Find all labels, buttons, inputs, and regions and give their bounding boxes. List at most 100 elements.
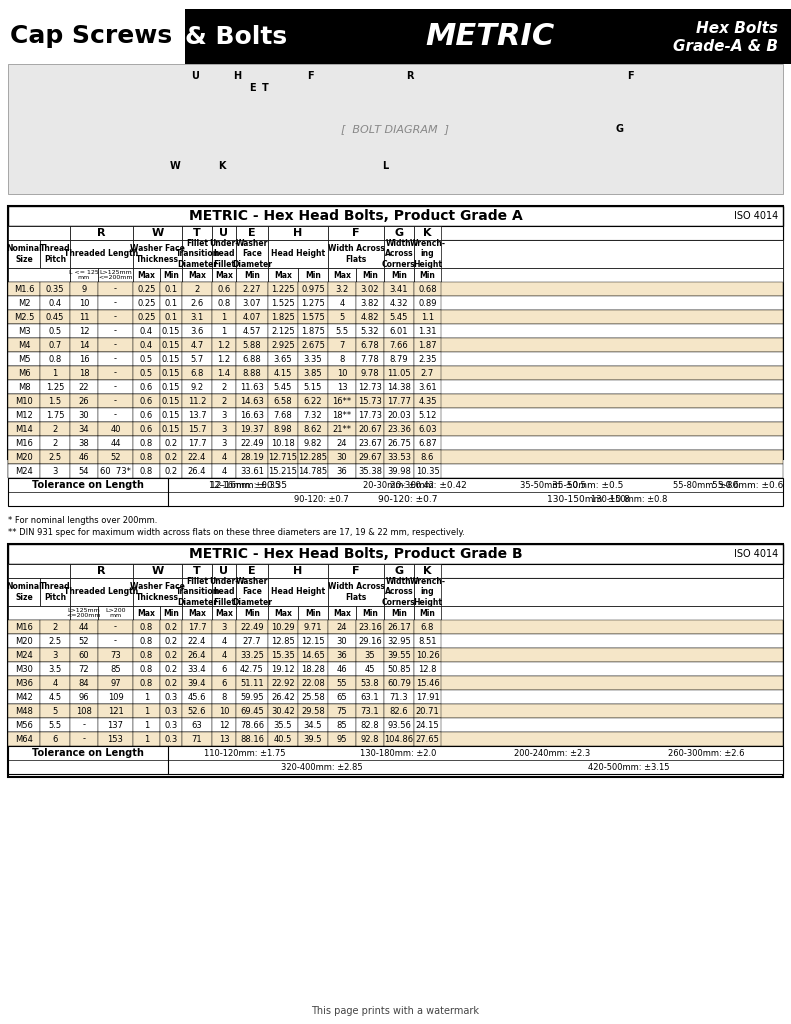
Text: -: -: [82, 721, 85, 729]
Text: 0.1: 0.1: [165, 285, 177, 294]
Bar: [133, 436, 160, 450]
Bar: [384, 380, 414, 394]
Text: 2.5: 2.5: [48, 453, 62, 462]
Text: T: T: [262, 83, 268, 93]
Bar: [268, 464, 298, 478]
Text: 5.5: 5.5: [48, 721, 62, 729]
Text: 17.7: 17.7: [187, 438, 206, 447]
Text: M6: M6: [17, 369, 30, 378]
Bar: [160, 282, 182, 296]
Text: M64: M64: [15, 734, 33, 743]
Text: 2.35: 2.35: [418, 354, 437, 364]
Bar: [133, 705, 160, 718]
Text: Max: Max: [188, 270, 206, 280]
Bar: [182, 662, 212, 676]
Bar: [384, 732, 414, 746]
Text: 3: 3: [52, 467, 58, 475]
Bar: [268, 450, 298, 464]
Text: Nominal
Size: Nominal Size: [6, 245, 42, 264]
Bar: [182, 450, 212, 464]
Bar: [182, 690, 212, 705]
Text: 4: 4: [52, 679, 58, 687]
Bar: [298, 352, 328, 366]
Bar: [414, 366, 441, 380]
Bar: [182, 564, 212, 578]
Bar: [40, 240, 70, 268]
Bar: [8, 310, 783, 324]
Bar: [328, 705, 356, 718]
Bar: [328, 380, 356, 394]
Text: 260-300mm: ±2.6: 260-300mm: ±2.6: [668, 749, 744, 758]
Text: -: -: [114, 623, 117, 632]
Bar: [98, 464, 133, 478]
Bar: [70, 464, 98, 478]
Text: 3.82: 3.82: [361, 299, 380, 307]
Text: 33.4: 33.4: [187, 665, 206, 674]
Text: 11.05: 11.05: [387, 369, 411, 378]
Text: 0.45: 0.45: [46, 312, 64, 322]
Text: 23.16: 23.16: [358, 623, 382, 632]
Bar: [298, 620, 328, 634]
Bar: [268, 705, 298, 718]
Bar: [356, 338, 384, 352]
Text: 5.88: 5.88: [243, 341, 261, 349]
Bar: [414, 380, 441, 394]
Bar: [40, 732, 70, 746]
Bar: [70, 705, 98, 718]
Bar: [384, 690, 414, 705]
Text: R: R: [407, 71, 414, 81]
Bar: [133, 366, 160, 380]
Text: 14.785: 14.785: [298, 467, 327, 475]
Bar: [98, 634, 133, 648]
Bar: [8, 394, 40, 408]
Bar: [414, 436, 441, 450]
Bar: [328, 352, 356, 366]
Text: Min: Min: [163, 270, 179, 280]
Text: 65: 65: [337, 692, 347, 701]
Bar: [236, 450, 268, 464]
Bar: [384, 648, 414, 662]
Bar: [236, 676, 268, 690]
Bar: [298, 606, 328, 620]
Text: 82.8: 82.8: [361, 721, 380, 729]
Bar: [8, 324, 40, 338]
Text: 5.7: 5.7: [191, 354, 203, 364]
Text: 60.79: 60.79: [387, 679, 411, 687]
Text: 1: 1: [144, 692, 149, 701]
Bar: [8, 606, 783, 620]
Text: 95: 95: [337, 734, 347, 743]
Bar: [212, 310, 236, 324]
Bar: [8, 436, 40, 450]
Bar: [160, 634, 182, 648]
Bar: [133, 578, 182, 606]
Text: 35-50mm: ±0.5: 35-50mm: ±0.5: [552, 480, 623, 489]
Bar: [98, 296, 133, 310]
Text: 18.28: 18.28: [301, 665, 325, 674]
Text: Min: Min: [419, 608, 435, 617]
Text: 33.53: 33.53: [387, 453, 411, 462]
Text: 42.75: 42.75: [240, 665, 264, 674]
Bar: [182, 310, 212, 324]
Text: 28.19: 28.19: [240, 453, 264, 462]
Text: 3.41: 3.41: [390, 285, 408, 294]
Bar: [160, 690, 182, 705]
Bar: [133, 620, 160, 634]
Bar: [298, 338, 328, 352]
Text: 7.68: 7.68: [274, 411, 293, 420]
Text: 0.25: 0.25: [138, 299, 156, 307]
Bar: [356, 436, 384, 450]
Bar: [8, 620, 40, 634]
Bar: [70, 634, 98, 648]
Text: 34: 34: [78, 425, 89, 433]
Text: Max: Max: [333, 608, 351, 617]
Text: 8.6: 8.6: [421, 453, 434, 462]
Bar: [384, 620, 414, 634]
Bar: [70, 450, 98, 464]
Text: 0.8: 0.8: [140, 467, 153, 475]
Bar: [98, 310, 133, 324]
Bar: [70, 718, 98, 732]
Bar: [70, 408, 98, 422]
Text: Max: Max: [188, 608, 206, 617]
Text: 35-50mm: ±0.5: 35-50mm: ±0.5: [520, 480, 585, 489]
Text: M24: M24: [15, 650, 33, 659]
